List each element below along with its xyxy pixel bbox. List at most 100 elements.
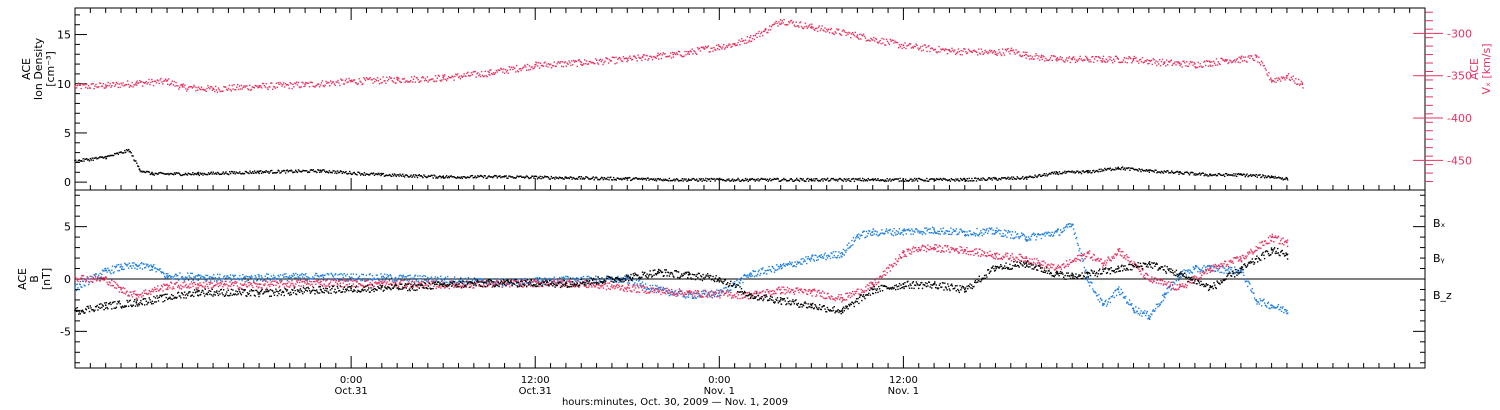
bx-series-point <box>871 288 874 291</box>
density-series-point <box>503 175 506 178</box>
bx-series-point <box>74 309 76 312</box>
bz-series-point <box>319 281 322 283</box>
x-tick-time-label: 0:00 <box>708 375 730 386</box>
by-series-point <box>1071 223 1074 226</box>
by-series-point <box>442 278 445 280</box>
bz-series-point <box>933 246 935 249</box>
velocity-series-point <box>749 36 751 39</box>
velocity-series-point <box>104 84 107 86</box>
by-series-point <box>626 278 629 280</box>
by-series-point <box>1148 314 1150 317</box>
by-series-point <box>779 265 782 268</box>
bx-series-point <box>626 276 629 278</box>
velocity-y-label: ACEVₓ [km/s] <box>1468 43 1493 94</box>
bx-series-point <box>258 291 260 294</box>
bz-series-point <box>380 282 383 285</box>
density-series-point <box>74 159 76 162</box>
bx-series-point <box>1209 286 1212 289</box>
bfield-y-label-line: B <box>28 275 41 283</box>
velocity-series-point <box>1071 57 1074 60</box>
bfield-y-tick-label: 0 <box>64 273 71 286</box>
by-series-point <box>1270 304 1273 307</box>
velocity-series-point <box>166 79 168 82</box>
density-series-point <box>1055 171 1058 174</box>
density-series-point <box>749 178 751 181</box>
density-series-point <box>810 178 813 181</box>
bx-series-point <box>1240 267 1242 270</box>
velocity-series-point <box>1040 56 1043 58</box>
velocity-series-point <box>718 45 721 47</box>
velocity-series-point <box>1240 57 1242 60</box>
density-series-point <box>196 172 199 175</box>
by-series-point <box>1117 288 1120 291</box>
bx-series-point <box>749 293 751 296</box>
bz-series-point <box>135 293 138 296</box>
bx-series-point <box>411 285 414 288</box>
bx-series-point <box>779 299 782 301</box>
velocity-series-point <box>856 34 859 36</box>
bfield-y-tick-label: -5 <box>60 325 71 338</box>
density-y-tick-label: 15 <box>57 29 71 42</box>
by-series <box>74 223 1289 320</box>
by-series-point <box>810 257 813 259</box>
x-tick-time-label: 0:00 <box>340 375 362 386</box>
density-series-point <box>127 148 130 151</box>
bx-series-point <box>1086 272 1089 275</box>
density-series-point <box>626 177 629 180</box>
bx-series-point <box>350 287 352 290</box>
by-series-point <box>380 276 383 278</box>
velocity-series-point <box>1025 53 1027 56</box>
velocity-series-point <box>948 49 951 52</box>
velocity-series-point <box>534 63 537 66</box>
bfield-y-label-line: ACE <box>16 268 29 290</box>
by-series-point <box>1194 267 1196 270</box>
velocity-series-point <box>135 81 138 84</box>
density-series-point <box>150 172 153 175</box>
by-series-point <box>963 231 966 233</box>
density-series-point <box>1178 171 1181 174</box>
bfield-legend-entry: Bᵧ <box>1433 252 1445 265</box>
density-series-point <box>1286 177 1288 180</box>
density-y-label-line: Ion Density <box>32 37 45 100</box>
velocity-series-point <box>396 78 399 80</box>
velocity-series-point <box>1224 58 1227 61</box>
density-series-point <box>933 178 935 181</box>
bx-series-point <box>442 283 445 286</box>
by-series-point <box>1055 231 1058 233</box>
density-y-label-line: [cm⁻³] <box>44 51 57 87</box>
bfield-y-tick-label: 5 <box>64 221 71 234</box>
velocity-y-tick-label: -300 <box>1447 27 1472 40</box>
velocity-series-point <box>1163 61 1166 64</box>
velocity-series-point <box>994 51 997 53</box>
density-series-point <box>319 169 322 172</box>
velocity-series-point <box>703 47 705 50</box>
velocity-y-label-line: ACE <box>1468 58 1481 80</box>
by-series-point <box>902 229 905 232</box>
bz-series-point <box>1240 257 1242 259</box>
x-tick-date-label: Oct.31 <box>335 386 368 397</box>
velocity-series-point <box>902 44 905 47</box>
velocity-series-point <box>672 53 675 56</box>
by-series-point <box>1163 293 1166 296</box>
velocity-series-point <box>181 85 184 88</box>
velocity-series-point <box>580 61 583 64</box>
density-series-point <box>1270 175 1273 178</box>
density-series-point <box>687 178 690 181</box>
by-series-point <box>1286 309 1288 312</box>
density-series-point <box>1025 176 1027 179</box>
bx-series-point <box>1148 262 1150 265</box>
bx-series-point <box>196 290 199 293</box>
velocity-series-point <box>733 42 736 45</box>
by-series-point <box>565 278 567 280</box>
by-series-point <box>74 286 76 289</box>
bx-series-point <box>902 283 905 286</box>
bx-series-point <box>1178 272 1181 275</box>
by-series-point <box>1101 304 1104 307</box>
bx-series-point <box>319 288 322 291</box>
bx-series-point <box>718 277 721 279</box>
by-series-point <box>104 269 107 272</box>
by-series-point <box>1240 269 1242 272</box>
x-axis-label: hours:minutes, Oct. 30, 2009 — Nov. 1, 2… <box>562 397 788 408</box>
velocity-series-point <box>657 54 659 57</box>
